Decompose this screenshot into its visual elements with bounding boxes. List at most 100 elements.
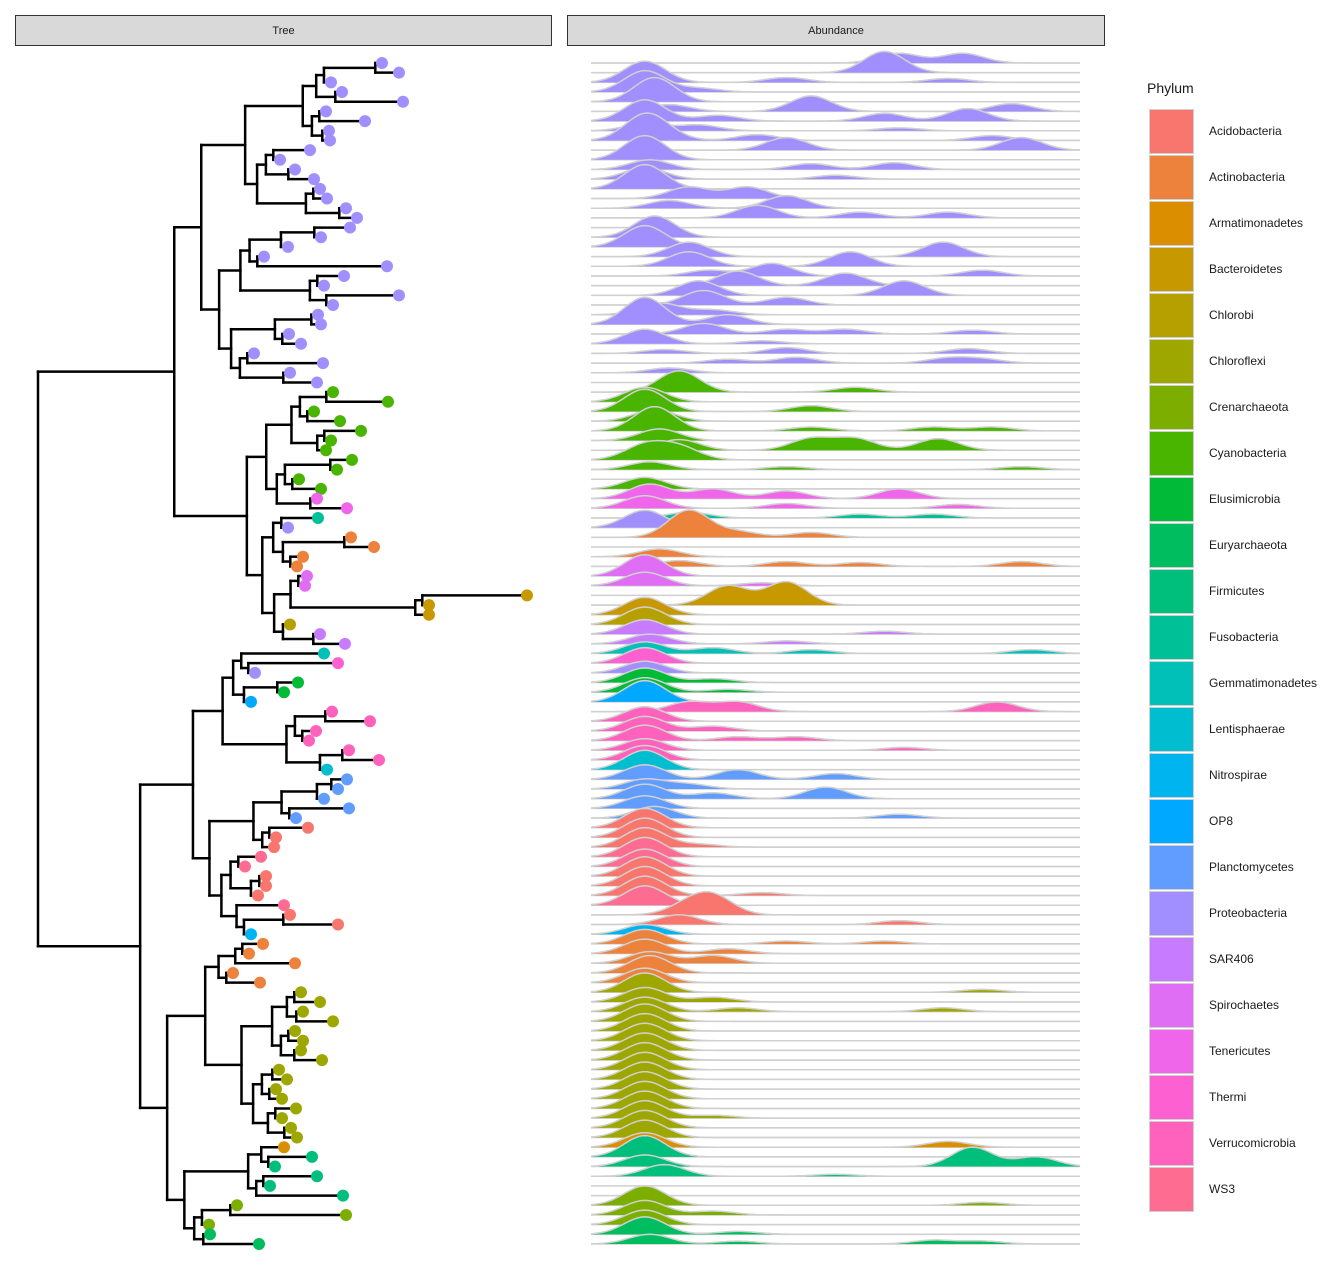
legend-swatch — [1149, 338, 1194, 384]
legend-swatch — [1149, 660, 1194, 706]
density-ridge-outline — [590, 1209, 1080, 1226]
density-ridge-outline — [590, 715, 1080, 732]
tip-point — [282, 240, 294, 253]
density-ridge — [591, 885, 1080, 906]
legend-key: Planctomycetes — [1147, 844, 1317, 890]
density-ridge-outline — [590, 554, 1080, 577]
tip-point — [397, 95, 409, 108]
legend: Phylum Acidobacteria Actinobacteria Armati… — [1147, 80, 1317, 1212]
panel-strip-abundance: Abundance — [567, 15, 1105, 46]
legend-key: Lentisphaerae — [1147, 706, 1317, 752]
density-ridge-outline — [590, 938, 1080, 955]
tip-point — [270, 831, 282, 844]
legend-swatch — [1149, 1120, 1194, 1166]
tip-point — [351, 211, 363, 224]
legend-label: Nitrospirae — [1209, 768, 1268, 782]
density-ridge-outline — [590, 967, 1080, 984]
tip-point — [289, 163, 301, 176]
legend-label: Lentisphaerae — [1209, 722, 1286, 736]
tip-point — [227, 966, 239, 979]
legend-swatch — [1149, 982, 1194, 1028]
density-ridge-outline — [591, 159, 1080, 171]
density-ridge-outline — [590, 388, 1080, 413]
density-ridge-outline — [590, 1099, 1080, 1119]
tip-point — [310, 724, 322, 737]
density-ridge — [591, 302, 1080, 315]
legend-label: Firmicutes — [1209, 584, 1265, 598]
tip-point — [364, 715, 376, 728]
tip-point — [258, 250, 270, 263]
density-ridge-outline — [590, 923, 1080, 935]
density-ridge-outline — [590, 439, 1080, 461]
tip-point — [343, 802, 355, 815]
legend-key: Firmicutes — [1147, 568, 1317, 614]
density-ridge — [591, 164, 1080, 189]
tip-point — [355, 424, 367, 437]
density-ridge-outline — [590, 744, 1080, 761]
tip-point — [257, 937, 269, 950]
legend-key: Actinobacteria — [1147, 154, 1317, 200]
density-ridge-outline — [591, 700, 1080, 713]
legend-swatch — [1149, 844, 1194, 890]
tip-point — [368, 541, 380, 554]
tip-point — [278, 1141, 290, 1154]
density-ridge — [591, 891, 1080, 915]
tip-point — [332, 918, 344, 931]
density-ridge-outline — [590, 1119, 1080, 1139]
tip-point — [331, 463, 343, 476]
tip-point — [278, 686, 290, 699]
density-ridge-outline — [590, 76, 1080, 103]
density-ridge-outline — [590, 1109, 1080, 1129]
tip-point — [345, 531, 357, 544]
density-ridge-outline — [590, 805, 1080, 819]
density-ridge — [591, 784, 1080, 799]
density-ridge-outline — [591, 52, 1080, 64]
tip-point — [268, 841, 280, 854]
tip-point — [243, 947, 255, 960]
legend-label: Acidobacteria — [1209, 124, 1282, 138]
density-ridge-outline — [590, 954, 1080, 974]
tip-point — [239, 860, 251, 873]
legend-label: Tenericutes — [1209, 1044, 1271, 1058]
tip-point — [291, 1131, 303, 1144]
tip-point — [248, 347, 260, 360]
density-ridge-outline — [591, 322, 1080, 335]
density-ridge-outline — [591, 346, 1080, 355]
legend-key: Proteobacteria — [1147, 890, 1317, 936]
tip-point — [273, 1063, 285, 1076]
legend-swatch — [1149, 246, 1194, 292]
density-ridge — [591, 436, 1080, 451]
density-ridge-outline — [591, 914, 1080, 926]
density-ridge-outline — [590, 676, 1080, 693]
density-ridge — [591, 53, 1080, 63]
tip-point — [346, 453, 358, 466]
density-ridge-outline — [591, 461, 1080, 471]
tip-point — [304, 144, 316, 157]
tip-point — [338, 269, 350, 282]
legend-title: Phylum — [1147, 80, 1194, 96]
tip-point — [269, 1160, 281, 1173]
density-ridge-outline — [591, 194, 1080, 209]
legend-swatch — [1149, 154, 1194, 200]
density-ridge-outline — [590, 856, 1080, 877]
tip-point — [283, 328, 295, 341]
tip-point — [312, 511, 324, 524]
legend-key: Spirochaetes — [1147, 982, 1317, 1028]
density-ridge-outline — [590, 641, 1081, 655]
tip-point — [314, 182, 326, 195]
tip-point — [295, 337, 307, 350]
density-ridge-outline — [591, 890, 1080, 916]
density-ridge — [591, 440, 1080, 460]
legend-key: Tenericutes — [1147, 1028, 1317, 1074]
legend-label: Crenarchaeota — [1209, 400, 1289, 414]
legend-key: Crenarchaeota — [1147, 384, 1317, 430]
density-ridge — [591, 572, 1080, 586]
panel-title-abundance: Abundance — [808, 24, 864, 37]
density-ridge-outline — [590, 928, 1080, 945]
density-ridge-outline — [591, 511, 1080, 519]
density-ridge — [591, 1216, 1080, 1235]
density-ridge — [591, 271, 1080, 286]
density-ridge — [591, 389, 1080, 412]
legend-label: Chlorobi — [1209, 308, 1254, 322]
density-ridge-outline — [591, 370, 1080, 393]
